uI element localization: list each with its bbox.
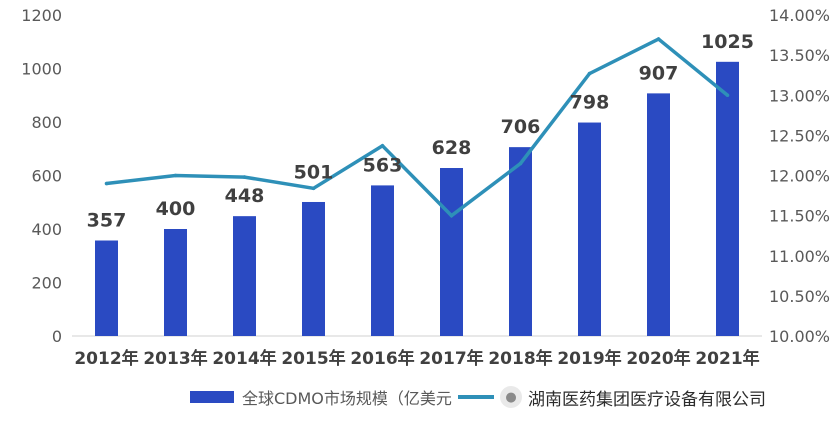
line-point — [656, 37, 661, 41]
bar — [509, 147, 532, 336]
legend-bar-label: 全球CDMO市场规模（亿美元 — [242, 389, 452, 408]
x-tick-label: 2018年 — [488, 348, 552, 369]
y-right-tick-label: 10.50% — [769, 287, 830, 306]
data-label: 448 — [225, 185, 265, 207]
x-tick-label: 2020年 — [626, 348, 690, 369]
legend: 全球CDMO市场规模（亿美元 — [190, 385, 502, 409]
bar — [440, 168, 463, 336]
bar — [302, 201, 325, 336]
y-left-tick-label: 600 — [31, 167, 62, 186]
data-label: 501 — [294, 161, 334, 183]
y-right-tick-label: 12.00% — [769, 167, 830, 186]
data-labels: 357 400 448 501 563 628 706 798 907 1025 — [87, 31, 754, 232]
y-left-tick-label: 0 — [52, 327, 62, 346]
data-label: 400 — [156, 198, 196, 220]
line-point — [518, 161, 523, 166]
bar — [233, 216, 256, 336]
y-left-tick-label: 400 — [31, 220, 62, 239]
x-tick-label: 2012年 — [74, 348, 138, 369]
line-point — [449, 213, 454, 218]
y-right-tick-label: 11.50% — [769, 207, 830, 226]
watermark: ● 湖南医药集团医疗设备有限公司 — [500, 383, 766, 411]
x-tick-label: 2016年 — [350, 348, 414, 369]
watermark-text: 湖南医药集团医疗设备有限公司 — [528, 389, 766, 410]
data-label: 798 — [570, 92, 610, 114]
y-right-tick-label: 13.50% — [769, 46, 830, 65]
x-tick-label: 2017年 — [419, 348, 483, 369]
line-point — [173, 173, 178, 178]
y-left-tick-label: 1000 — [21, 60, 62, 79]
x-axis-ticks: 2012年 2013年 2014年 2015年 2016年 2017年 2018年 2019年… — [74, 348, 759, 369]
bar — [371, 185, 394, 336]
y-left-tick-label: 800 — [31, 113, 62, 132]
bar — [716, 61, 739, 336]
y-right-tick-label: 11.00% — [769, 247, 830, 266]
y-axis-right: 10.00% 10.50% 11.00% 11.50% 12.00% 12.50% 13.0… — [769, 6, 830, 346]
bar — [95, 240, 118, 336]
data-label: 628 — [432, 137, 472, 159]
y-axis-left: 0 200 400 600 800 1000 1200 — [21, 6, 62, 346]
y-left-tick-label: 1200 — [21, 6, 62, 25]
line-point — [587, 71, 592, 76]
data-label: 563 — [363, 154, 403, 176]
x-tick-label: 2015年 — [281, 348, 345, 369]
line-path — [106, 37, 729, 218]
y-left-tick-label: 200 — [31, 274, 62, 293]
x-tick-label: 2014年 — [212, 348, 276, 369]
line-point — [242, 175, 247, 179]
line-point — [104, 181, 109, 186]
data-label: 1025 — [701, 31, 754, 53]
y-right-tick-label: 14.00% — [769, 6, 830, 25]
line-series — [104, 37, 730, 218]
data-label: 907 — [639, 62, 679, 84]
legend-line-swatch — [457, 395, 494, 399]
line-point — [380, 144, 385, 148]
line-point — [725, 93, 730, 98]
y-right-tick-label: 12.50% — [769, 126, 830, 145]
data-label: 357 — [87, 210, 127, 232]
x-tick-label: 2013年 — [143, 348, 207, 369]
bar — [647, 93, 670, 336]
bar — [578, 122, 601, 336]
wechat-icon: ● — [500, 386, 522, 408]
x-tick-label: 2021年 — [695, 348, 759, 369]
legend-bar-swatch — [190, 391, 234, 403]
y-right-tick-label: 13.00% — [769, 86, 830, 105]
y-right-tick-label: 10.00% — [769, 327, 830, 346]
x-tick-label: 2019年 — [557, 348, 621, 369]
line-point — [311, 186, 316, 191]
bar — [164, 229, 187, 336]
data-label: 706 — [501, 116, 541, 138]
